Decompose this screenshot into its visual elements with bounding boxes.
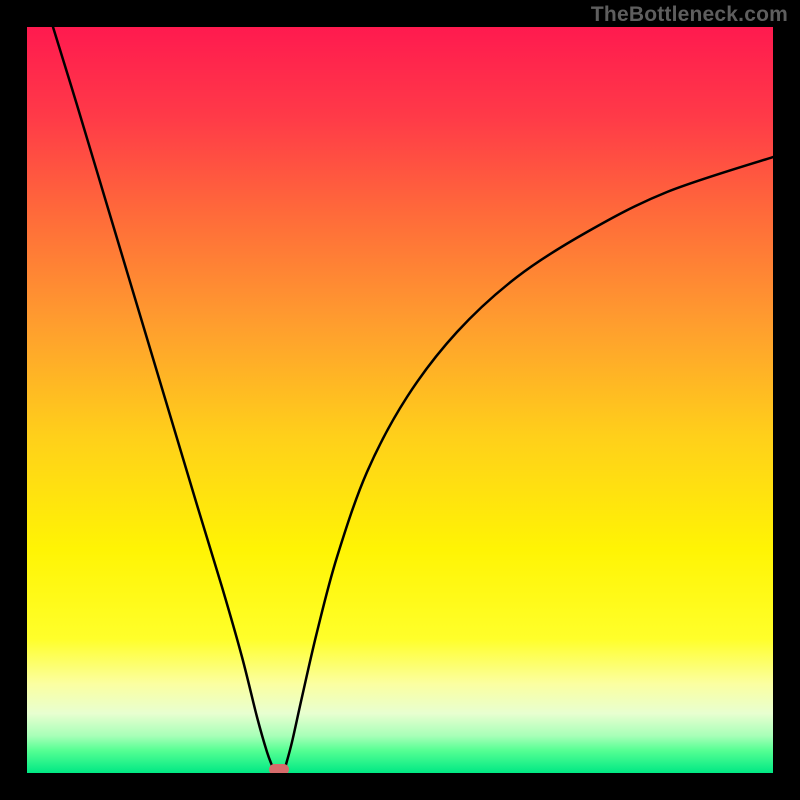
- optimal-point-marker: [269, 764, 289, 774]
- watermark-text: TheBottleneck.com: [591, 3, 788, 27]
- chart-frame: TheBottleneck.com: [0, 0, 800, 800]
- curve-right-branch: [285, 157, 773, 768]
- curve-left-branch: [53, 27, 273, 768]
- bottleneck-curve: [27, 27, 773, 773]
- plot-area: [27, 27, 773, 773]
